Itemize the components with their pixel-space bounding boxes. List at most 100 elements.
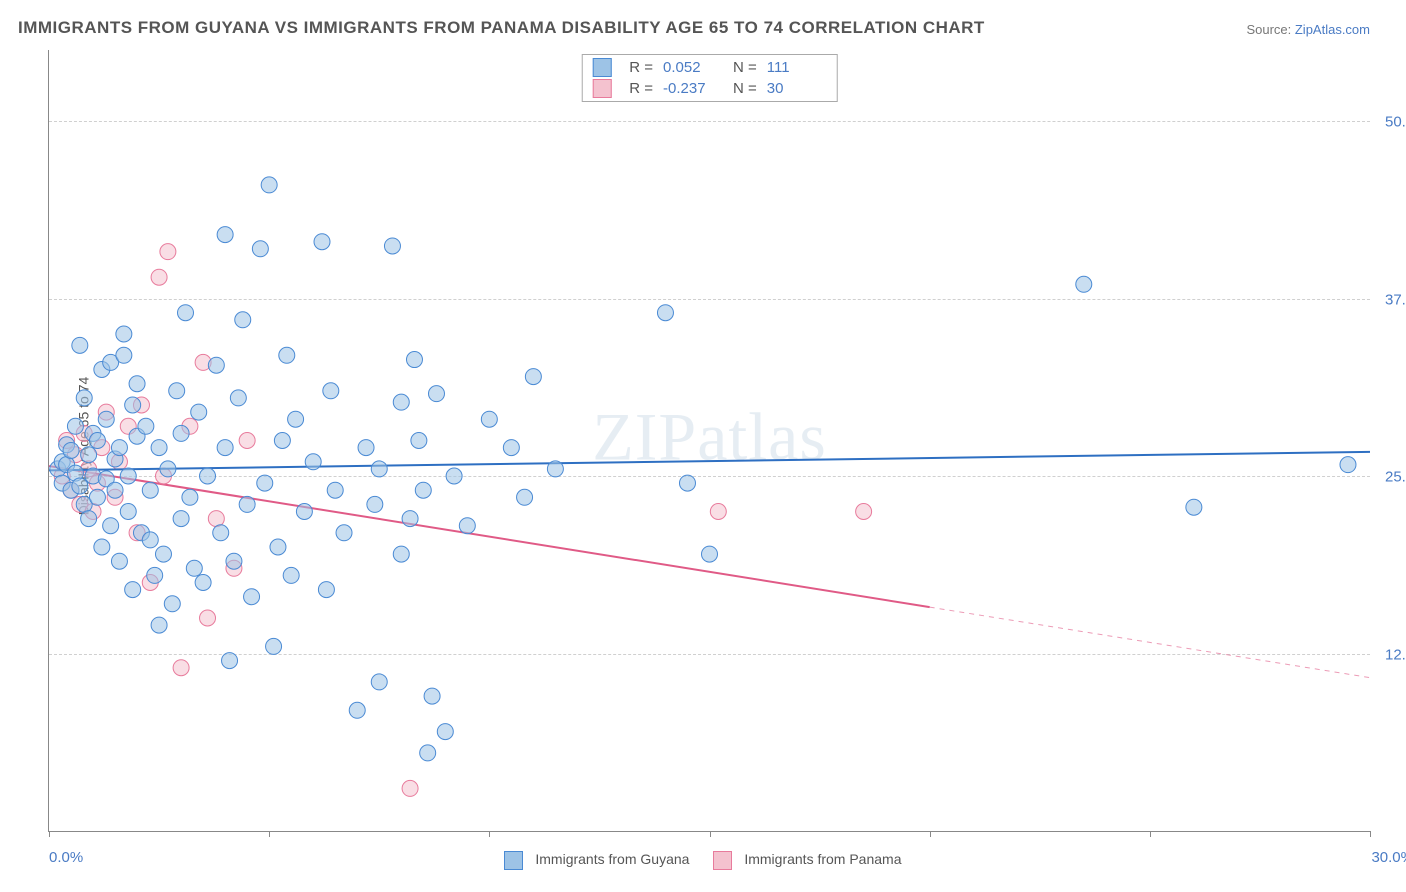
data-point-guyana [279, 347, 295, 363]
x-tick [710, 831, 711, 837]
data-point-guyana [1076, 276, 1092, 292]
data-point-guyana [125, 582, 141, 598]
data-point-guyana [129, 376, 145, 392]
data-point-guyana [252, 241, 268, 257]
data-point-guyana [125, 397, 141, 413]
legend-label-panama: Immigrants from Panama [744, 851, 901, 867]
data-point-guyana [481, 411, 497, 427]
source-prefix: Source: [1246, 22, 1294, 37]
source-link[interactable]: ZipAtlas.com [1295, 22, 1370, 37]
data-point-guyana [314, 234, 330, 250]
data-point-guyana [147, 567, 163, 583]
swatch-guyana [592, 58, 611, 77]
data-point-guyana [266, 638, 282, 654]
x-tick [49, 831, 50, 837]
data-point-guyana [226, 553, 242, 569]
y-tick-label: 12.5% [1385, 646, 1406, 663]
y-tick-label: 25.0% [1385, 469, 1406, 486]
data-point-guyana [679, 475, 695, 491]
data-point-guyana [120, 468, 136, 484]
data-point-guyana [208, 357, 224, 373]
guyana-n-value: 111 [767, 59, 827, 76]
data-point-guyana [169, 383, 185, 399]
data-point-guyana [182, 489, 198, 505]
data-point-guyana [142, 482, 158, 498]
data-point-guyana [428, 386, 444, 402]
chart-title: IMMIGRANTS FROM GUYANA VS IMMIGRANTS FRO… [18, 18, 985, 38]
data-point-guyana [415, 482, 431, 498]
panama-r-value: -0.237 [663, 80, 723, 97]
data-point-guyana [424, 688, 440, 704]
trendline-panama-extrapolated [930, 607, 1370, 678]
n-label: N = [733, 59, 757, 76]
data-point-panama [208, 511, 224, 527]
panama-n-value: 30 [767, 80, 827, 97]
data-point-guyana [155, 546, 171, 562]
data-point-guyana [446, 468, 462, 484]
data-point-guyana [76, 390, 92, 406]
data-point-guyana [261, 177, 277, 193]
data-point-guyana [349, 702, 365, 718]
data-point-guyana [1186, 499, 1202, 515]
r-label: R = [629, 59, 653, 76]
data-point-guyana [393, 546, 409, 562]
data-point-guyana [702, 546, 718, 562]
data-point-guyana [89, 433, 105, 449]
x-tick [1370, 831, 1371, 837]
data-point-guyana [103, 518, 119, 534]
trendline-panama [49, 466, 930, 607]
trendline-guyana [49, 452, 1370, 470]
data-point-guyana [138, 418, 154, 434]
data-point-guyana [459, 518, 475, 534]
data-point-guyana [142, 532, 158, 548]
data-point-guyana [213, 525, 229, 541]
x-tick [489, 831, 490, 837]
data-point-guyana [178, 305, 194, 321]
data-point-guyana [98, 411, 114, 427]
data-point-guyana [274, 433, 290, 449]
scatter-svg [49, 50, 1370, 831]
data-point-guyana [336, 525, 352, 541]
legend-item-panama: Immigrants from Panama [713, 851, 901, 870]
data-point-guyana [371, 461, 387, 477]
data-point-guyana [367, 496, 383, 512]
data-point-guyana [81, 511, 97, 527]
data-point-guyana [120, 504, 136, 520]
n-label: N = [733, 80, 757, 97]
guyana-r-value: 0.052 [663, 59, 723, 76]
data-point-guyana [81, 447, 97, 463]
data-point-guyana [116, 347, 132, 363]
data-point-guyana [503, 440, 519, 456]
data-point-panama [402, 780, 418, 796]
data-point-guyana [89, 489, 105, 505]
data-point-guyana [384, 238, 400, 254]
data-point-guyana [217, 227, 233, 243]
data-point-guyana [323, 383, 339, 399]
data-point-panama [151, 269, 167, 285]
data-point-guyana [371, 674, 387, 690]
data-point-guyana [200, 468, 216, 484]
data-point-guyana [525, 369, 541, 385]
source-attribution: Source: ZipAtlas.com [1246, 22, 1370, 37]
data-point-guyana [305, 454, 321, 470]
data-point-guyana [94, 539, 110, 555]
data-point-guyana [327, 482, 343, 498]
data-point-guyana [151, 617, 167, 633]
y-tick-label: 50.0% [1385, 114, 1406, 131]
data-point-guyana [420, 745, 436, 761]
data-point-guyana [107, 482, 123, 498]
data-point-panama [160, 244, 176, 260]
data-point-guyana [318, 582, 334, 598]
data-point-guyana [222, 653, 238, 669]
data-point-guyana [186, 560, 202, 576]
correlation-legend-row-guyana: R = 0.052 N = 111 [592, 57, 827, 78]
data-point-guyana [296, 504, 312, 520]
data-point-guyana [244, 589, 260, 605]
data-point-guyana [164, 596, 180, 612]
data-point-guyana [111, 553, 127, 569]
data-point-guyana [1340, 457, 1356, 473]
data-point-guyana [288, 411, 304, 427]
correlation-legend-row-panama: R = -0.237 N = 30 [592, 78, 827, 99]
data-point-guyana [195, 575, 211, 591]
data-point-guyana [411, 433, 427, 449]
